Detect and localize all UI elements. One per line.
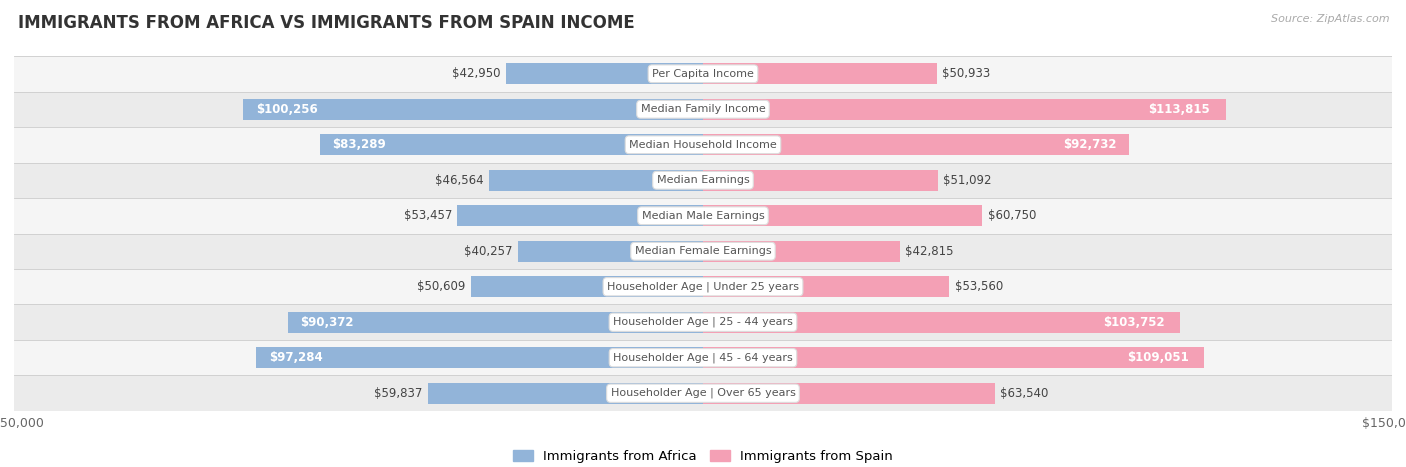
Text: $46,564: $46,564 xyxy=(434,174,484,187)
Bar xyxy=(14,234,1392,269)
Bar xyxy=(429,383,703,403)
Text: $113,815: $113,815 xyxy=(1149,103,1211,116)
Text: $42,950: $42,950 xyxy=(451,67,501,80)
Text: Householder Age | 45 - 64 years: Householder Age | 45 - 64 years xyxy=(613,353,793,363)
Text: $100,256: $100,256 xyxy=(256,103,318,116)
Bar xyxy=(14,92,1392,127)
Bar xyxy=(703,170,938,191)
Bar xyxy=(14,269,1392,304)
Bar xyxy=(242,99,703,120)
Text: Source: ZipAtlas.com: Source: ZipAtlas.com xyxy=(1271,14,1389,24)
Text: $40,257: $40,257 xyxy=(464,245,513,258)
Text: $42,815: $42,815 xyxy=(905,245,953,258)
Text: $59,837: $59,837 xyxy=(374,387,423,400)
Text: $90,372: $90,372 xyxy=(301,316,354,329)
Text: $92,732: $92,732 xyxy=(1063,138,1116,151)
Text: Householder Age | Under 25 years: Householder Age | Under 25 years xyxy=(607,282,799,292)
Text: $103,752: $103,752 xyxy=(1104,316,1166,329)
Bar xyxy=(703,64,936,84)
Bar xyxy=(703,134,1129,155)
Bar xyxy=(703,312,1180,333)
Text: Median Male Earnings: Median Male Earnings xyxy=(641,211,765,221)
Text: $60,750: $60,750 xyxy=(987,209,1036,222)
Bar xyxy=(14,375,1392,411)
Text: IMMIGRANTS FROM AFRICA VS IMMIGRANTS FROM SPAIN INCOME: IMMIGRANTS FROM AFRICA VS IMMIGRANTS FRO… xyxy=(18,14,636,32)
Bar xyxy=(703,276,949,297)
Text: $63,540: $63,540 xyxy=(1000,387,1049,400)
Text: Median Earnings: Median Earnings xyxy=(657,175,749,185)
Bar xyxy=(489,170,703,191)
Text: Householder Age | Over 65 years: Householder Age | Over 65 years xyxy=(610,388,796,398)
Bar xyxy=(703,347,1204,368)
Bar xyxy=(457,205,703,226)
Bar xyxy=(471,276,703,297)
Bar xyxy=(14,340,1392,375)
Text: $50,933: $50,933 xyxy=(942,67,991,80)
Bar xyxy=(14,304,1392,340)
Bar xyxy=(321,134,703,155)
Bar xyxy=(506,64,703,84)
Text: $109,051: $109,051 xyxy=(1128,351,1189,364)
Bar xyxy=(517,241,703,262)
Text: $83,289: $83,289 xyxy=(332,138,385,151)
Bar xyxy=(703,99,1226,120)
Text: Median Household Income: Median Household Income xyxy=(628,140,778,150)
Text: $50,609: $50,609 xyxy=(416,280,465,293)
Bar xyxy=(14,163,1392,198)
Bar xyxy=(14,127,1392,163)
Bar xyxy=(703,241,900,262)
Bar xyxy=(288,312,703,333)
Text: $53,457: $53,457 xyxy=(404,209,451,222)
Bar xyxy=(256,347,703,368)
Legend: Immigrants from Africa, Immigrants from Spain: Immigrants from Africa, Immigrants from … xyxy=(508,444,898,467)
Text: Per Capita Income: Per Capita Income xyxy=(652,69,754,79)
Bar xyxy=(14,56,1392,92)
Bar xyxy=(14,198,1392,234)
Text: $53,560: $53,560 xyxy=(955,280,1002,293)
Bar xyxy=(703,205,981,226)
Bar xyxy=(703,383,995,403)
Text: Median Female Earnings: Median Female Earnings xyxy=(634,246,772,256)
Text: $51,092: $51,092 xyxy=(943,174,991,187)
Text: $97,284: $97,284 xyxy=(270,351,323,364)
Text: Householder Age | 25 - 44 years: Householder Age | 25 - 44 years xyxy=(613,317,793,327)
Text: Median Family Income: Median Family Income xyxy=(641,104,765,114)
